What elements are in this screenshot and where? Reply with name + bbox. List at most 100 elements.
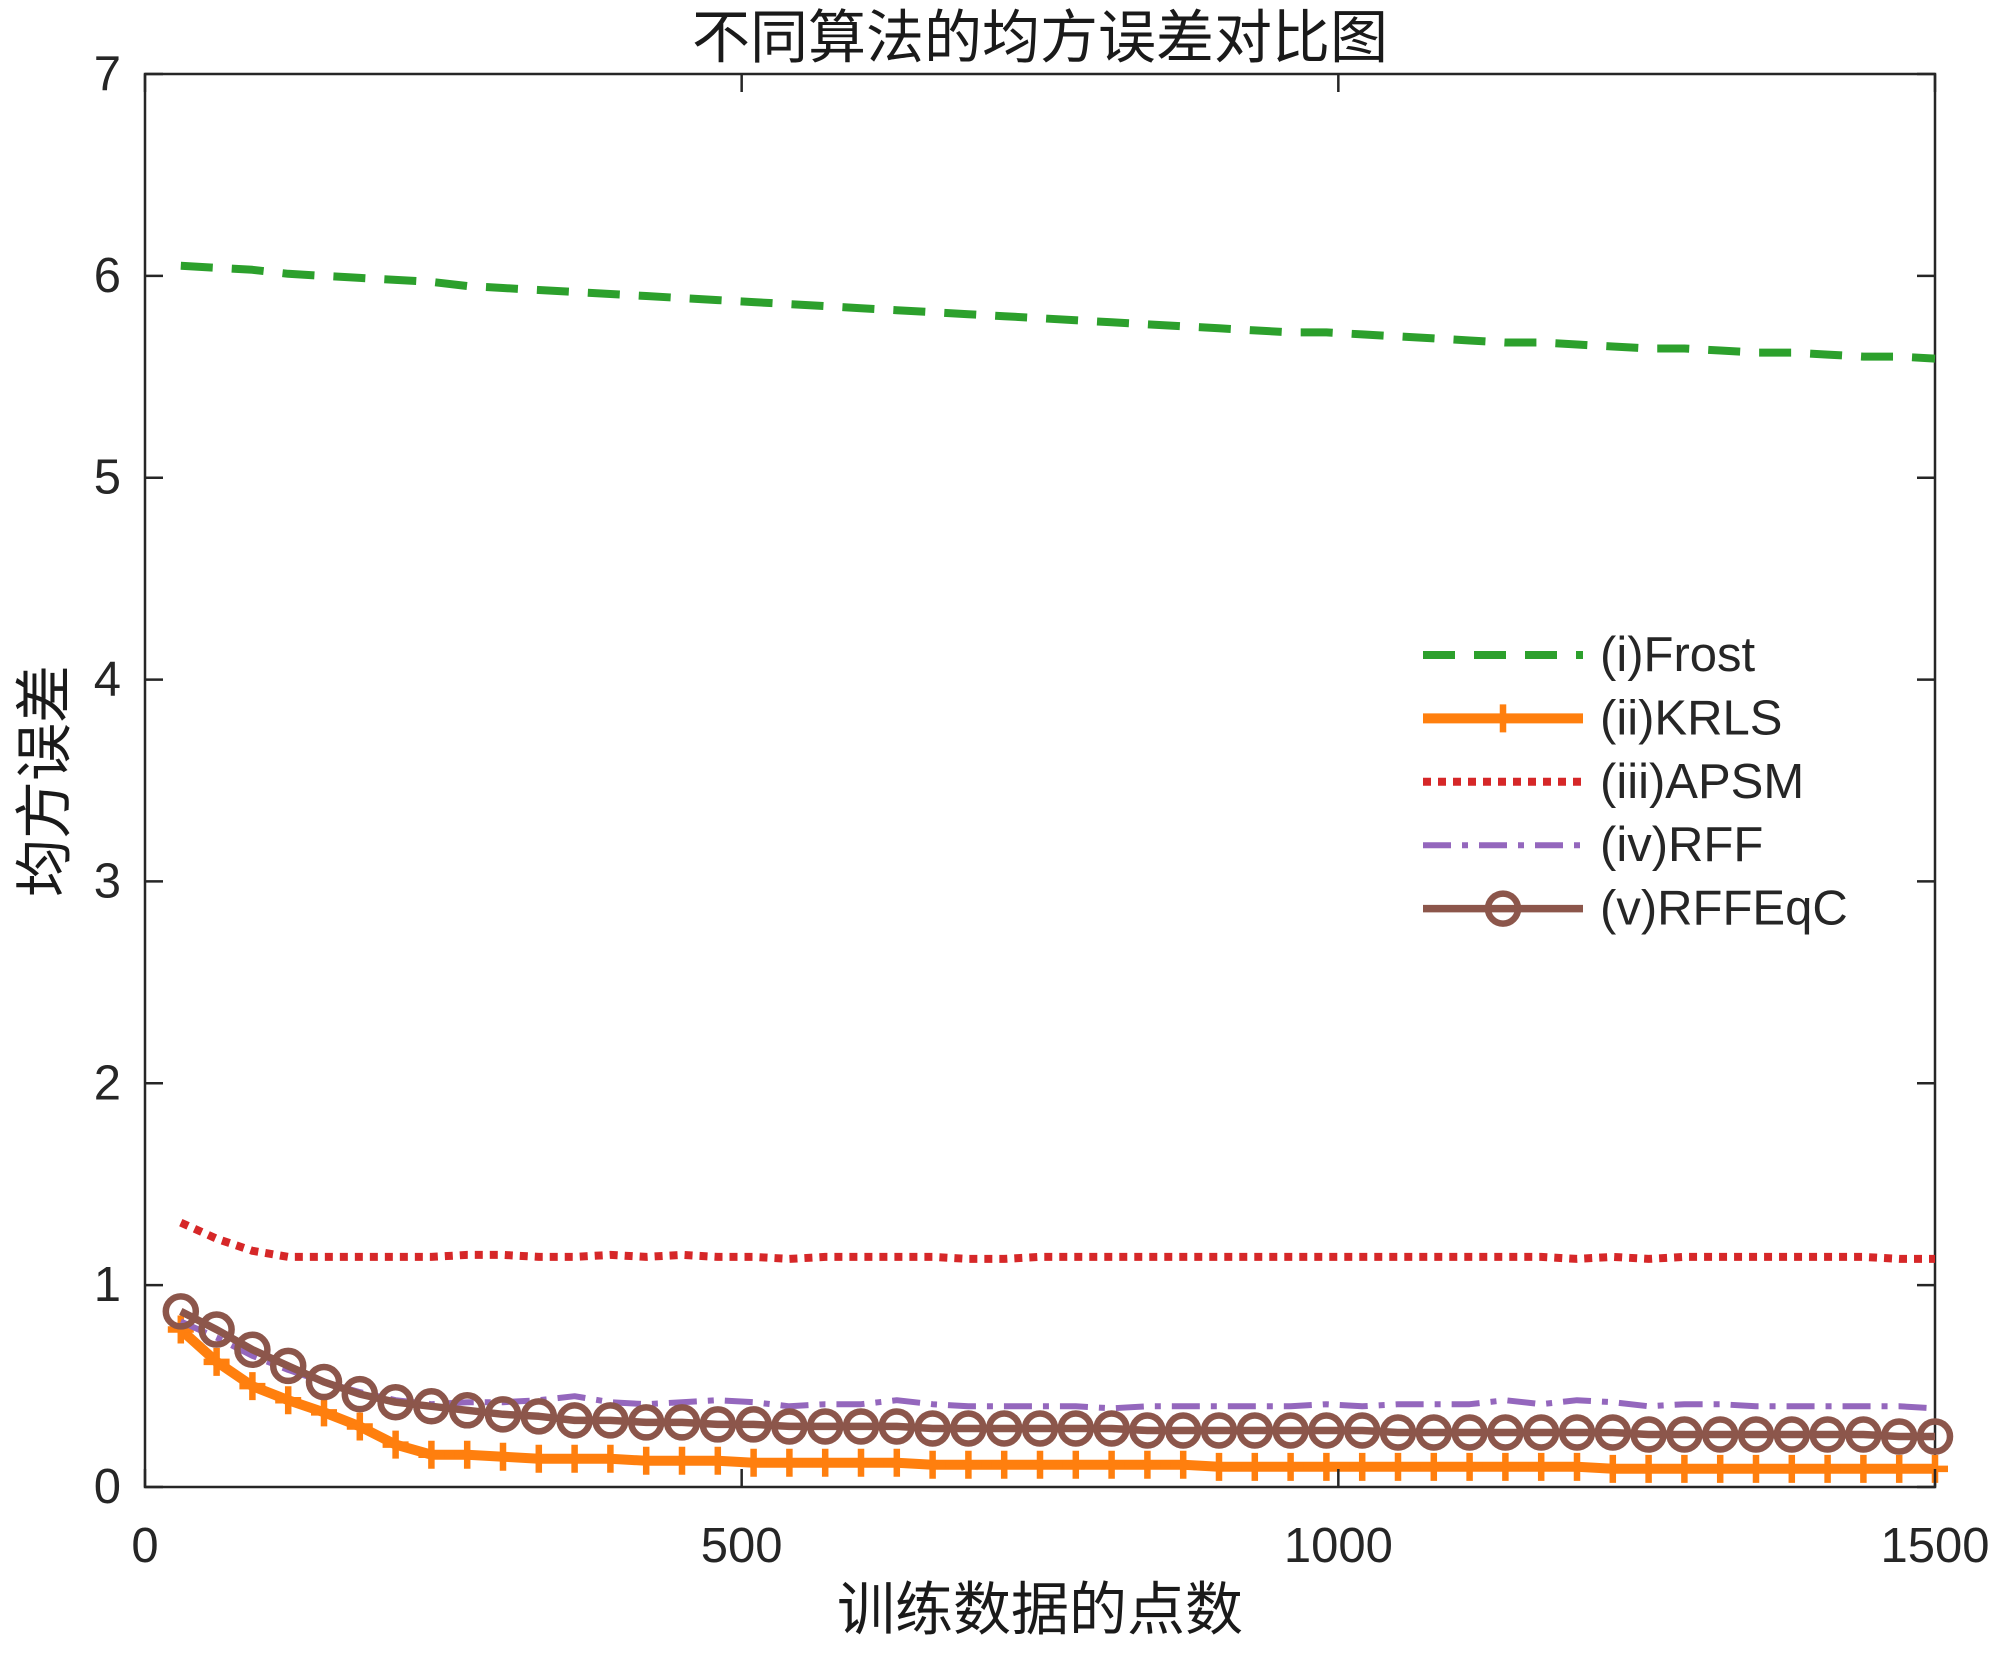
y-tick-label: 7 xyxy=(94,47,121,101)
legend-label-frost: (i)Frost xyxy=(1600,628,1756,682)
legend-entry-apsm: (iii)APSM xyxy=(1423,755,1804,809)
series-marker-krls xyxy=(848,1448,874,1477)
series-rff xyxy=(179,1318,1936,1412)
y-tick-label: 6 xyxy=(94,249,121,303)
series-marker-krls xyxy=(1170,1450,1197,1479)
series-marker-krls xyxy=(1385,1452,1411,1481)
series-marker-krls xyxy=(418,1440,445,1469)
series-marker-rffeqc xyxy=(520,1398,558,1435)
series-marker-krls xyxy=(704,1446,731,1475)
series-marker-krls xyxy=(454,1440,481,1469)
series-line-rff xyxy=(179,1318,1936,1412)
x-tick-label: 500 xyxy=(701,1519,783,1573)
series-marker-rffeqc xyxy=(806,1408,844,1445)
series-marker-krls xyxy=(490,1442,516,1471)
series-marker-krls xyxy=(346,1412,373,1441)
series-rffeqc xyxy=(162,1293,1954,1455)
series-marker-krls xyxy=(1277,1452,1304,1481)
series-marker-rffeqc xyxy=(1916,1418,1954,1455)
chart-title: 不同算法的均方误差对比图 xyxy=(692,6,1388,71)
series-marker-krls xyxy=(669,1446,695,1475)
x-tick-label: 1000 xyxy=(1284,1519,1393,1573)
series-marker-krls xyxy=(203,1347,230,1376)
series-marker-krls xyxy=(1241,1452,1268,1481)
series-marker-krls xyxy=(275,1386,302,1415)
series-layer xyxy=(162,261,1954,1483)
legend-marker-rffeqc xyxy=(1484,890,1522,927)
series-marker-rffeqc xyxy=(1630,1416,1667,1453)
series-marker-rffeqc xyxy=(1379,1414,1417,1451)
series-marker-rffeqc xyxy=(1057,1410,1095,1447)
series-marker-krls xyxy=(597,1444,624,1473)
series-marker-rffeqc xyxy=(1594,1414,1632,1451)
series-marker-rffeqc xyxy=(1809,1416,1846,1453)
series-marker-rffeqc xyxy=(377,1383,414,1421)
series-marker-krls xyxy=(1850,1454,1877,1483)
series-marker-krls xyxy=(740,1448,767,1477)
series-marker-krls xyxy=(1635,1454,1662,1483)
x-axis-tick-labels: 0 500 1000 1500 xyxy=(131,1519,1989,1573)
series-marker-rffeqc xyxy=(1129,1412,1166,1449)
axes-box xyxy=(143,72,1937,1489)
series-marker-rffeqc xyxy=(269,1347,307,1385)
series-marker-rffeqc xyxy=(484,1396,522,1433)
series-marker-rffeqc xyxy=(1701,1416,1739,1453)
series-marker-krls xyxy=(311,1398,337,1427)
series-marker-rffeqc xyxy=(1666,1416,1703,1453)
x-tick-label: 1500 xyxy=(1880,1519,1989,1573)
legend-entry-krls: (ii)KRLS xyxy=(1423,691,1782,745)
series-marker-rffeqc xyxy=(1200,1412,1238,1449)
series-marker-krls xyxy=(1599,1454,1626,1483)
series-krls xyxy=(167,1315,1948,1483)
series-marker-krls xyxy=(812,1448,839,1477)
series-marker-krls xyxy=(1564,1452,1590,1481)
series-marker-rffeqc xyxy=(1487,1414,1524,1451)
y-tick-label: 2 xyxy=(94,1056,121,1110)
x-axis-label: 训练数据的点数 xyxy=(837,1578,1243,1643)
series-marker-rffeqc xyxy=(592,1402,629,1439)
y-tick-label: 5 xyxy=(94,451,121,505)
y-axis-tick-labels: 0 1 2 3 4 5 6 7 xyxy=(94,47,121,1514)
series-marker-rffeqc xyxy=(878,1408,916,1445)
series-marker-krls xyxy=(1528,1452,1555,1481)
series-marker-rffeqc xyxy=(1558,1414,1596,1451)
series-marker-krls xyxy=(1778,1454,1805,1483)
series-marker-krls xyxy=(1349,1452,1376,1481)
legend-marker-krls xyxy=(1490,704,1516,733)
series-marker-krls xyxy=(1743,1454,1769,1483)
series-marker-rffeqc xyxy=(1236,1412,1274,1449)
series-marker-krls xyxy=(776,1448,803,1477)
series-marker-rffeqc xyxy=(950,1410,987,1447)
series-marker-krls xyxy=(561,1444,588,1473)
series-marker-krls xyxy=(1420,1452,1447,1481)
y-tick-label: 0 xyxy=(94,1460,121,1514)
series-marker-rffeqc xyxy=(1845,1416,1882,1453)
series-marker-krls xyxy=(883,1448,910,1477)
series-marker-rffeqc xyxy=(1093,1410,1130,1447)
series-marker-rffeqc xyxy=(735,1406,772,1443)
legend: (i)Frost (ii)KRLS (iii)APSM (iv)RFF (v)RFFEq… xyxy=(1423,628,1848,936)
series-frost xyxy=(180,261,1936,363)
series-marker-rffeqc xyxy=(1880,1418,1918,1455)
series-marker-krls xyxy=(1206,1452,1232,1481)
y-tick-label: 4 xyxy=(94,653,121,707)
legend-entry-rffeqc: (v)RFFEqC xyxy=(1423,882,1848,936)
legend-label-apsm: (iii)APSM xyxy=(1600,755,1804,809)
series-marker-rffeqc xyxy=(448,1392,486,1429)
legend-entry-frost: (i)Frost xyxy=(1423,628,1756,682)
x-tick-label: 0 xyxy=(131,1519,158,1573)
series-marker-krls xyxy=(991,1450,1018,1479)
series-marker-krls xyxy=(1456,1452,1483,1481)
series-marker-krls xyxy=(1134,1450,1161,1479)
plot-area xyxy=(143,72,1954,1489)
series-marker-rffeqc xyxy=(341,1375,379,1413)
series-marker-rffeqc xyxy=(1308,1412,1345,1449)
series-marker-rffeqc xyxy=(627,1404,665,1441)
series-marker-rffeqc xyxy=(663,1404,701,1441)
series-marker-rffeqc xyxy=(914,1410,951,1447)
series-marker-krls xyxy=(1707,1454,1734,1483)
series-marker-rffeqc xyxy=(413,1388,450,1425)
series-marker-rffeqc xyxy=(699,1406,737,1443)
series-marker-rffeqc xyxy=(1737,1416,1775,1453)
